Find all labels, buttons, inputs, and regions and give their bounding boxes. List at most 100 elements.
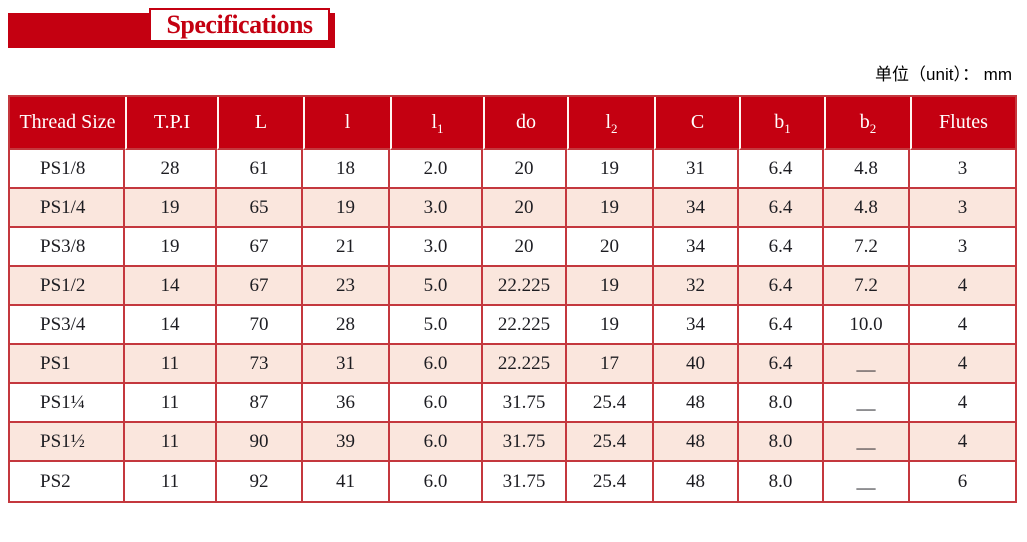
- value-cell: 14: [125, 267, 217, 306]
- table-row: PS1½ 11 90 39 6.0 31.75 25.4 48 8.0 __ 4: [10, 423, 1015, 462]
- table-row: PS1 11 73 31 6.0 22.225 17 40 6.4 __ 4: [10, 345, 1015, 384]
- column-header-label: Flutes: [939, 111, 988, 133]
- column-header-subscript: 1: [437, 121, 444, 136]
- value-cell: 41: [303, 462, 390, 501]
- thread-size-cell: PS1¼: [10, 384, 125, 423]
- value-cell: 4: [910, 306, 1015, 345]
- column-header-label: L: [254, 111, 268, 133]
- page-title: Specifications: [166, 10, 313, 39]
- value-cell: 19: [303, 189, 390, 228]
- value-cell: 3.0: [390, 228, 483, 267]
- column-header-subscript: 1: [784, 121, 791, 136]
- column-header-t-p-i: T.P.I: [125, 97, 217, 150]
- value-cell: 20: [483, 150, 567, 189]
- column-header-label: T.P.I: [153, 111, 191, 133]
- value-cell: 6.4: [739, 345, 824, 384]
- value-cell: 23: [303, 267, 390, 306]
- thread-size-cell: PS1/2: [10, 267, 125, 306]
- value-cell: 3.0: [390, 189, 483, 228]
- value-cell: 6.4: [739, 189, 824, 228]
- value-cell: 6.4: [739, 150, 824, 189]
- table-row: PS1/2 14 67 23 5.0 22.225 19 32 6.4 7.2 4: [10, 267, 1015, 306]
- column-header-l1: l1: [390, 97, 483, 150]
- table-row: PS3/8 19 67 21 3.0 20 20 34 6.4 7.2 3: [10, 228, 1015, 267]
- value-cell: 2.0: [390, 150, 483, 189]
- column-header-label: l: [605, 111, 612, 133]
- column-header-label: l: [344, 111, 351, 133]
- value-cell: 14: [125, 306, 217, 345]
- value-cell: 6: [910, 462, 1015, 501]
- value-cell: 90: [217, 423, 303, 462]
- value-cell: 40: [654, 345, 739, 384]
- thread-size-cell: PS1: [10, 345, 125, 384]
- value-cell: 20: [567, 228, 654, 267]
- value-cell: 4: [910, 267, 1015, 306]
- value-cell: __: [824, 423, 910, 462]
- value-cell: 6.4: [739, 228, 824, 267]
- value-cell: 36: [303, 384, 390, 423]
- value-cell: 87: [217, 384, 303, 423]
- value-cell: 28: [303, 306, 390, 345]
- value-cell: 19: [125, 189, 217, 228]
- value-cell: 8.0: [739, 384, 824, 423]
- column-header-label: C: [690, 111, 705, 133]
- column-header-thread-size: Thread Size: [10, 97, 125, 150]
- value-cell: 17: [567, 345, 654, 384]
- value-cell: 6.0: [390, 345, 483, 384]
- value-cell: __: [824, 345, 910, 384]
- value-cell: 11: [125, 423, 217, 462]
- value-cell: 18: [303, 150, 390, 189]
- column-header-b1: b1: [739, 97, 824, 150]
- value-cell: 31.75: [483, 462, 567, 501]
- value-cell: 73: [217, 345, 303, 384]
- value-cell: 6.0: [390, 462, 483, 501]
- value-cell: 19: [567, 306, 654, 345]
- title-box: Specifications: [149, 8, 330, 42]
- value-cell: __: [824, 462, 910, 501]
- value-cell: 31.75: [483, 384, 567, 423]
- value-cell: 4: [910, 345, 1015, 384]
- value-cell: 21: [303, 228, 390, 267]
- value-cell: 8.0: [739, 423, 824, 462]
- value-cell: 67: [217, 267, 303, 306]
- column-header-label: do: [516, 111, 536, 133]
- value-cell: 34: [654, 306, 739, 345]
- value-cell: 25.4: [567, 423, 654, 462]
- value-cell: 25.4: [567, 384, 654, 423]
- value-cell: 31: [303, 345, 390, 384]
- value-cell: 61: [217, 150, 303, 189]
- thread-size-cell: PS1½: [10, 423, 125, 462]
- value-cell: 7.2: [824, 267, 910, 306]
- value-cell: 31: [654, 150, 739, 189]
- column-header-label: b: [859, 111, 870, 133]
- value-cell: 32: [654, 267, 739, 306]
- value-cell: 20: [483, 189, 567, 228]
- value-cell: 11: [125, 462, 217, 501]
- thread-size-cell: PS1/4: [10, 189, 125, 228]
- value-cell: 65: [217, 189, 303, 228]
- value-cell: 7.2: [824, 228, 910, 267]
- column-header-label: Thread Size: [19, 111, 116, 133]
- value-cell: 4: [910, 384, 1015, 423]
- table-row: PS1/8 28 61 18 2.0 20 19 31 6.4 4.8 3: [10, 150, 1015, 189]
- value-cell: 20: [483, 228, 567, 267]
- value-cell: 5.0: [390, 306, 483, 345]
- value-cell: __: [824, 384, 910, 423]
- value-cell: 4: [910, 423, 1015, 462]
- value-cell: 3: [910, 228, 1015, 267]
- value-cell: 19: [567, 267, 654, 306]
- column-header-l: l: [303, 97, 390, 150]
- value-cell: 3: [910, 150, 1015, 189]
- value-cell: 34: [654, 189, 739, 228]
- value-cell: 8.0: [739, 462, 824, 501]
- value-cell: 19: [125, 228, 217, 267]
- value-cell: 28: [125, 150, 217, 189]
- thread-size-cell: PS1/8: [10, 150, 125, 189]
- column-header-flutes: Flutes: [910, 97, 1015, 150]
- table-row: PS1/4 19 65 19 3.0 20 19 34 6.4 4.8 3: [10, 189, 1015, 228]
- value-cell: 48: [654, 462, 739, 501]
- value-cell: 6.0: [390, 423, 483, 462]
